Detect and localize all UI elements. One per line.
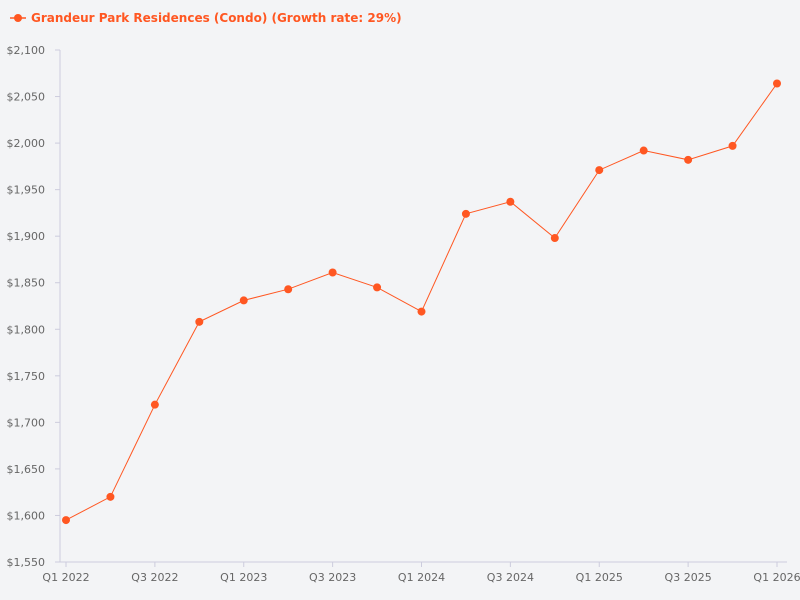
x-tick-label: Q1 2023 xyxy=(220,571,267,584)
x-tick-label: Q3 2025 xyxy=(665,571,712,584)
x-tick-label: Q1 2026 xyxy=(753,571,800,584)
y-tick-label: $1,900 xyxy=(7,230,46,243)
legend[interactable]: Grandeur Park Residences (Condo) (Growth… xyxy=(10,11,402,25)
data-point[interactable] xyxy=(639,146,648,155)
y-tick-label: $1,700 xyxy=(7,416,46,429)
y-tick-label: $1,850 xyxy=(7,277,46,290)
y-tick-label: $1,600 xyxy=(7,509,46,522)
data-point[interactable] xyxy=(417,307,426,316)
data-point[interactable] xyxy=(62,516,70,525)
y-tick-label: $2,100 xyxy=(7,44,46,57)
data-point[interactable] xyxy=(684,155,693,164)
data-point[interactable] xyxy=(728,141,737,150)
y-tick-label: $1,650 xyxy=(7,463,46,476)
x-tick-label: Q1 2022 xyxy=(42,571,89,584)
y-tick-label: $2,000 xyxy=(7,137,46,150)
data-point[interactable] xyxy=(150,400,159,409)
x-tick-label: Q3 2024 xyxy=(487,571,534,584)
legend-label: Grandeur Park Residences (Condo) (Growth… xyxy=(31,11,402,25)
y-axis-ticks: $1,550 $1,600 $1,650 $1,700 $1,750 $1,800 $1,8… xyxy=(7,44,60,569)
y-tick-label: $1,950 xyxy=(7,184,46,197)
data-point[interactable] xyxy=(506,197,515,206)
y-tick-label: $1,800 xyxy=(7,323,46,336)
data-point[interactable] xyxy=(284,285,293,294)
x-tick-label: Q3 2022 xyxy=(131,571,178,584)
series-line xyxy=(65,83,778,521)
y-tick-label: $2,050 xyxy=(7,91,46,104)
data-point[interactable] xyxy=(195,317,204,326)
data-point[interactable] xyxy=(106,492,115,501)
data-point[interactable] xyxy=(461,209,470,218)
x-tick-label: Q1 2025 xyxy=(576,571,623,584)
data-point[interactable] xyxy=(595,166,604,175)
x-axis-ticks: Q1 2022 Q3 2022 Q1 2023 Q3 2023 Q1 2024 Q3 20… xyxy=(42,562,800,584)
series-layer xyxy=(62,79,781,525)
x-tick-label: Q1 2024 xyxy=(398,571,445,584)
x-tick-label: Q3 2023 xyxy=(309,571,356,584)
data-point[interactable] xyxy=(550,234,559,243)
data-point[interactable] xyxy=(328,268,337,277)
y-tick-label: $1,750 xyxy=(7,370,46,383)
data-point[interactable] xyxy=(373,283,382,292)
y-tick-label: $1,550 xyxy=(7,556,46,569)
legend-dot-marker xyxy=(14,14,22,22)
axes xyxy=(59,50,787,563)
data-point[interactable] xyxy=(239,296,248,305)
data-point[interactable] xyxy=(773,79,781,88)
